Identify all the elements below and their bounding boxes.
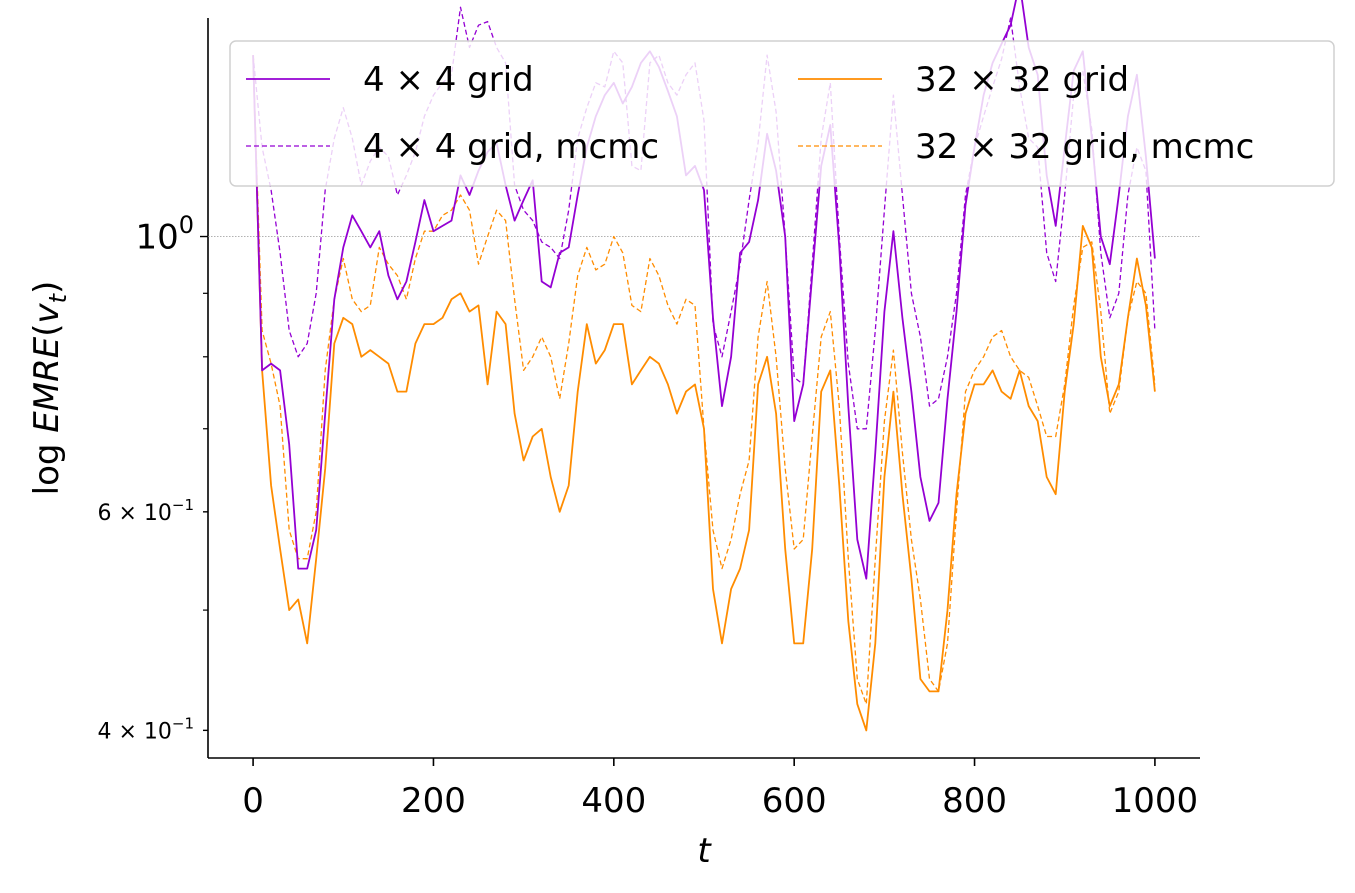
legend: 4 × 4 grid 4 × 4 grid, mcmc 32 × 32 grid 32… bbox=[229, 40, 1335, 187]
x-tick-label: 400 bbox=[581, 781, 646, 821]
x-tick-label: 1000 bbox=[1112, 781, 1199, 821]
x-tick-label: 200 bbox=[401, 781, 466, 821]
y-tick-label: 4 × 10−1 bbox=[97, 714, 194, 744]
x-tick-label: 600 bbox=[762, 781, 827, 821]
x-tick-label: 800 bbox=[942, 781, 1007, 821]
series-line bbox=[252, 0, 1156, 580]
y-axis-title: log EMRE(vt) bbox=[27, 281, 72, 496]
x-tick-label: 0 bbox=[242, 781, 264, 821]
legend-box bbox=[229, 40, 1335, 187]
legend-label: 32 × 32 grid bbox=[915, 60, 1129, 100]
legend-label: 4 × 4 grid bbox=[363, 60, 534, 100]
legend-label: 32 × 32 grid, mcmc bbox=[915, 127, 1254, 167]
y-tick-label: 6 × 10−1 bbox=[97, 496, 194, 526]
x-axis-title: t bbox=[697, 831, 712, 871]
series-line bbox=[252, 55, 1156, 732]
x-ticks: 0 200 400 600 800 1000 bbox=[242, 758, 1198, 821]
y-tick-label: 100 bbox=[135, 211, 194, 257]
legend-label: 4 × 4 grid, mcmc bbox=[363, 127, 659, 167]
y-ticks: 100 6 × 10−1 4 × 10−1 bbox=[97, 211, 208, 744]
